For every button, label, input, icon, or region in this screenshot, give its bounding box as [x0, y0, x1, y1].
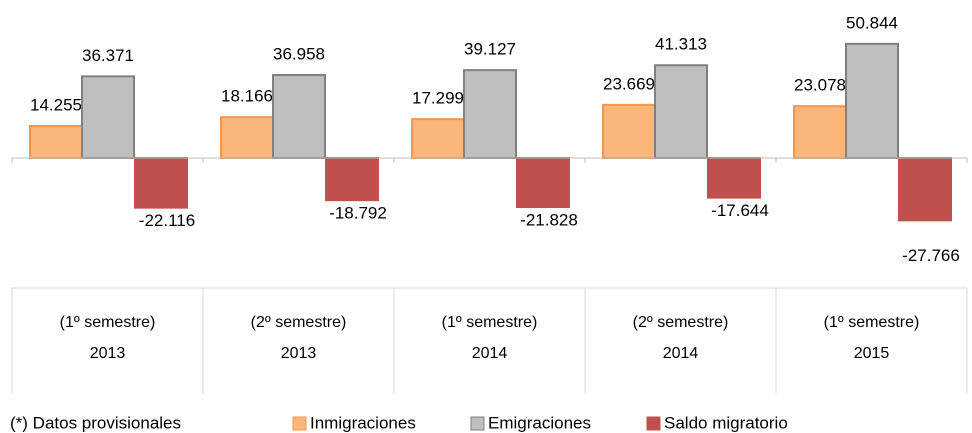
x-tick-label: 2013: [281, 345, 317, 362]
bar: [134, 157, 188, 209]
bar: [516, 157, 570, 209]
bar: [654, 64, 708, 159]
value-label: 36.958: [273, 45, 325, 64]
x-tick-label: 2014: [472, 345, 508, 362]
x-tick-label: (2º semestre): [251, 314, 347, 331]
x-tick-label: (1º semestre): [824, 314, 920, 331]
value-label: 36.371: [82, 46, 134, 65]
bar: [707, 157, 761, 199]
value-label: 41.313: [655, 35, 707, 54]
legend-label: Emigraciones: [488, 413, 591, 432]
value-label: -21.828: [520, 210, 578, 229]
value-label: -27.766: [902, 246, 960, 265]
value-label: 39.127: [464, 40, 516, 59]
bar: [411, 118, 465, 159]
bar: [81, 75, 135, 159]
bar: [29, 124, 83, 160]
bar: [845, 42, 899, 160]
legend-swatch: [292, 416, 307, 431]
value-label: -17.644: [711, 201, 769, 220]
x-tick-label: 2013: [90, 345, 126, 362]
bar: [220, 116, 274, 159]
value-label: 14.255: [30, 95, 82, 114]
value-label: -22.116: [139, 211, 195, 230]
value-label: 23.078: [794, 76, 846, 95]
x-tick-label: 2014: [663, 345, 699, 362]
bar: [793, 105, 847, 159]
x-tick-label: (2º semestre): [633, 314, 729, 331]
legend-swatch: [470, 416, 485, 431]
value-label: 23.669: [603, 74, 655, 93]
bar: [325, 157, 379, 202]
legend-label: Inmigraciones: [310, 413, 416, 432]
value-label: 18.166: [221, 87, 273, 106]
legend-swatch: [646, 416, 661, 431]
value-label: -18.792: [329, 204, 387, 223]
value-label: 50.844: [846, 13, 898, 32]
bar: [898, 157, 952, 222]
value-label: 17.299: [412, 89, 464, 108]
note: (*) Datos provisionales: [10, 413, 181, 432]
legend-label: Saldo migratorio: [664, 413, 788, 432]
x-tick-label: (1º semestre): [442, 314, 538, 331]
bar: [272, 74, 326, 159]
bar: [463, 69, 517, 159]
x-tick-label: (1º semestre): [60, 314, 156, 331]
bar: [602, 103, 656, 160]
x-tick-label: 2015: [854, 345, 890, 362]
